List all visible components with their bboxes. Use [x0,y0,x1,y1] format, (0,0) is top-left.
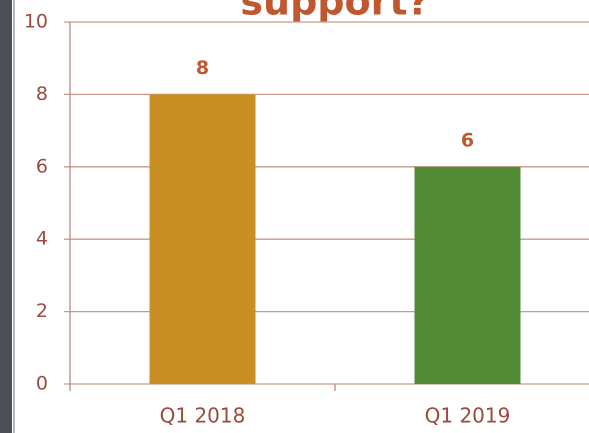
side-strip [0,0,12,433]
y-tick-label: 0 [36,373,48,395]
x-tick-label: Q1 2019 [425,404,511,428]
y-tick-label: 4 [36,228,48,250]
bar [149,94,256,385]
y-tick-label: 8 [36,83,48,105]
data-label: 8 [196,57,209,79]
chart-title: support? [240,0,429,24]
data-label: 6 [461,129,474,151]
y-tick-label: 2 [36,300,48,322]
x-tick-label: Q1 2018 [160,404,246,428]
y-tick-label: 10 [24,11,48,33]
bar [414,166,521,384]
y-tick-label: 6 [36,155,48,177]
